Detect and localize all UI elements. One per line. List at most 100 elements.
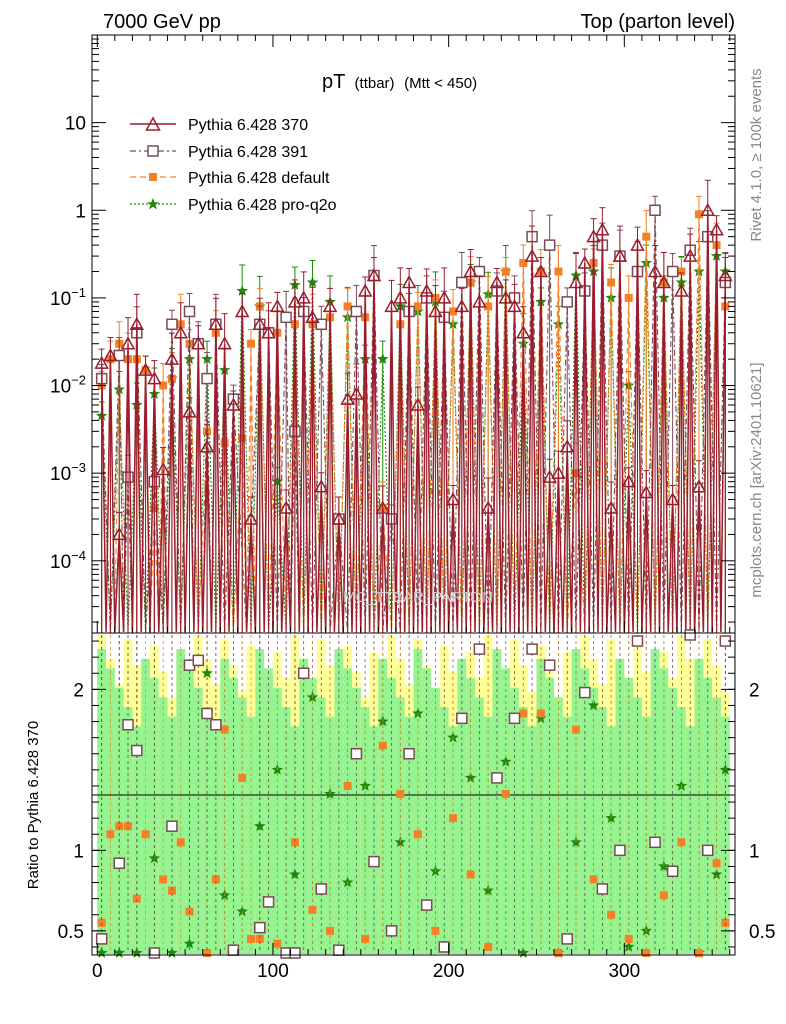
ratio-point: [501, 790, 510, 798]
ratio-point: [273, 939, 282, 948]
ratio-point: [677, 838, 686, 847]
ratio-point: [333, 944, 345, 956]
data-point: [315, 318, 328, 331]
ratio-point: [122, 719, 134, 731]
ratio-tick-label-left: 0.5: [58, 922, 84, 943]
ratio-point: [535, 712, 547, 724]
data-point: [182, 404, 197, 418]
y-tick-exponent: −3: [71, 460, 86, 475]
data-point: [621, 474, 636, 488]
data-point: [666, 265, 679, 278]
ratio-band-green: [334, 649, 344, 954]
data-point: [559, 439, 575, 453]
ratio-point: [659, 891, 668, 900]
ratio-band-green: [474, 697, 484, 954]
data-point: [647, 263, 663, 278]
data-point: [603, 500, 619, 514]
legend-filled-square-marker: [149, 173, 157, 181]
data-point: [349, 386, 364, 400]
x-tick-label: 100: [257, 961, 289, 982]
data-point: [366, 267, 382, 282]
data-point: [413, 302, 422, 311]
ratio-band-green: [510, 687, 519, 954]
ratio-band-green: [281, 707, 291, 954]
header-left: 7000 GeV pp: [103, 11, 221, 33]
ratio-point: [210, 719, 222, 731]
ratio-band-green: [158, 697, 168, 954]
ratio-point: [115, 822, 124, 831]
y-tick-label: 10: [65, 114, 86, 135]
data-point: [306, 276, 319, 288]
data-point: [612, 248, 628, 262]
data-point: [586, 229, 601, 243]
ratio-point: [526, 643, 538, 655]
data-point: [484, 302, 493, 311]
data-point: [630, 237, 645, 251]
ratio-band-green: [615, 658, 625, 954]
ratio-point: [413, 830, 422, 839]
ratio-band-green: [237, 697, 247, 954]
ratio-point: [449, 814, 458, 823]
data-point: [217, 336, 232, 350]
data-point: [322, 298, 338, 313]
data-point: [111, 526, 127, 541]
ratio-band-green: [457, 658, 467, 954]
ratio-band-green: [352, 687, 361, 954]
data-point: [551, 465, 566, 479]
header-right: Top (parton level): [580, 11, 735, 33]
ratio-band-green: [554, 697, 563, 954]
watermark: MC_TTBAR_PARTON: [343, 589, 493, 606]
data-point: [164, 351, 180, 365]
ratio-point: [491, 772, 503, 784]
x-tick-label: 0: [92, 961, 103, 982]
ratio-point: [721, 918, 730, 927]
data-point: [577, 255, 593, 269]
data-point: [449, 307, 458, 316]
ratio-point: [289, 947, 301, 959]
ratio-point: [124, 822, 133, 831]
ratio-point: [255, 934, 264, 943]
ratio-point: [148, 947, 161, 959]
legend-label-proq2o: Pythia 6.428 pro-q2o: [188, 197, 337, 214]
data-point: [270, 298, 285, 313]
ratio-band-green: [597, 707, 607, 954]
ratio-point: [403, 748, 415, 760]
ratio-band-green: [360, 707, 370, 954]
axis-ticks: [92, 35, 735, 955]
y-tick-label: 10−1: [50, 285, 86, 310]
y-tick-exponent: −1: [71, 285, 86, 300]
data-point: [331, 511, 347, 525]
legend-entry-391: Pythia 6.428 391: [130, 144, 308, 161]
ratio-point: [438, 941, 450, 953]
ratio-band-green: [395, 697, 405, 954]
data-point: [501, 267, 510, 276]
data-point: [375, 500, 391, 514]
ratio-band-green: [220, 658, 230, 954]
ratio-band-green: [668, 687, 678, 954]
data-point: [234, 303, 250, 318]
ratio-point: [420, 899, 433, 911]
ratio-point: [684, 629, 696, 641]
data-point: [507, 298, 522, 313]
data-point: [166, 318, 178, 331]
legend-label-default: Pythia 6.428 default: [188, 170, 330, 187]
data-point: [419, 283, 434, 297]
title-cut: (Mtt < 450): [404, 75, 477, 92]
ratio-point: [227, 944, 240, 956]
ratio-point: [361, 934, 370, 943]
ratio-point: [456, 712, 468, 725]
ratio-point: [572, 725, 581, 734]
data-point: [480, 500, 496, 514]
data-point: [129, 316, 145, 331]
ratio-tick-label-right: 1: [749, 841, 760, 862]
data-point: [568, 274, 584, 289]
ratio-band-green: [193, 687, 203, 954]
ratio-point: [473, 643, 486, 655]
ratio-band-green: [255, 649, 265, 954]
ratio-point: [192, 654, 205, 667]
ratio-point: [246, 934, 255, 943]
ratio-point: [466, 870, 475, 879]
y-tick-label: 10−4: [50, 548, 86, 573]
legend: Pythia 6.428 370 Pythia 6.428 391 Pythia…: [130, 116, 337, 214]
ratio-point: [95, 933, 108, 945]
